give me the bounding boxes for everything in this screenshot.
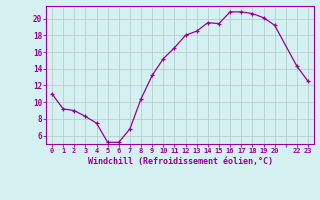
- X-axis label: Windchill (Refroidissement éolien,°C): Windchill (Refroidissement éolien,°C): [87, 157, 273, 166]
